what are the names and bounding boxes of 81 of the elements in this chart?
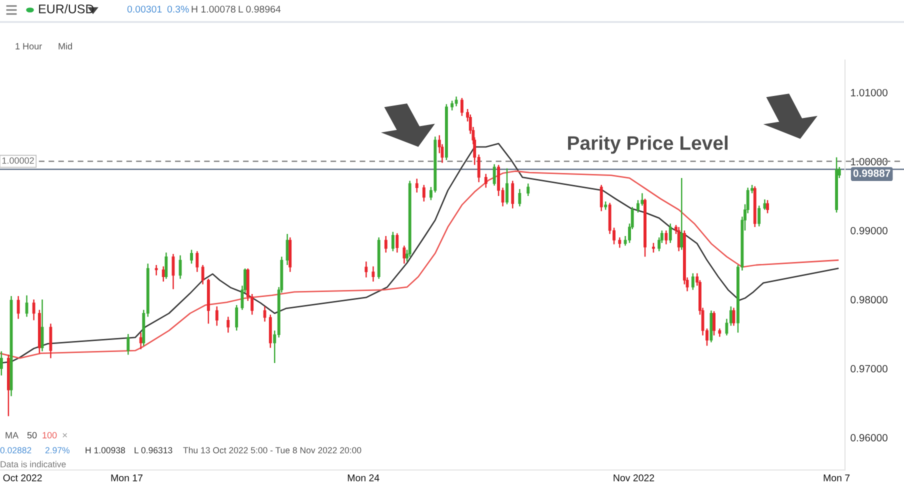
candlestick xyxy=(201,264,204,285)
y-tick-label: 0.96000 xyxy=(850,434,888,442)
candlestick xyxy=(460,97,464,117)
text: 1 Hour xyxy=(16,43,42,50)
candlestick xyxy=(506,168,508,205)
candlestick xyxy=(691,272,694,290)
candlestick xyxy=(235,304,238,332)
annotation: Thu 13 Oct 2022 5:00 - Tue 8 Nov 2022 20:00 xyxy=(183,446,362,454)
candlestick xyxy=(600,184,603,212)
chart-title: EUR/USD xyxy=(39,4,94,14)
candlestick xyxy=(226,316,230,334)
annotation: Parity Price Level xyxy=(568,136,728,154)
text: 0.00301 xyxy=(127,6,162,13)
candlestick xyxy=(492,164,496,186)
x-tick-label: Oct 2022 xyxy=(3,474,42,482)
x-tick-label: Nov 2022 xyxy=(614,474,654,482)
candlestick xyxy=(763,198,766,210)
candlestick xyxy=(518,188,522,207)
candlestick xyxy=(164,252,168,280)
candlestick xyxy=(677,226,680,252)
candlestick xyxy=(526,182,530,197)
x-tick-label: Mon 17 xyxy=(111,474,142,482)
text: L 0.98964 xyxy=(238,6,281,13)
text: 0.3% xyxy=(167,6,189,13)
candlestick xyxy=(484,173,488,188)
candlestick xyxy=(396,232,399,254)
y-tick-label: 1.01000 xyxy=(851,88,888,96)
candlestick xyxy=(618,236,622,248)
candlestick xyxy=(172,253,175,290)
annotation: 2.97% xyxy=(45,447,70,454)
candlestick xyxy=(636,199,640,214)
candlestick xyxy=(415,178,418,194)
candlestick xyxy=(758,205,761,227)
candlestick xyxy=(712,310,716,336)
annotation: 0.02882 xyxy=(0,447,32,454)
ref-line-label: 1.00002 xyxy=(2,157,34,164)
candlestick xyxy=(0,350,3,376)
candlestick xyxy=(49,323,52,359)
candlestick xyxy=(215,306,218,326)
candlestick xyxy=(422,184,426,202)
candlestick xyxy=(263,306,266,322)
annotation: H 1.00938 xyxy=(86,447,125,454)
annotation: L 0.96313 xyxy=(134,447,172,454)
candlestick xyxy=(680,177,684,250)
candlestick xyxy=(766,199,770,214)
candlestick xyxy=(402,245,406,264)
candlestick xyxy=(732,307,736,326)
candlestick xyxy=(450,100,454,112)
x-tick-label: Mon 24 xyxy=(348,474,380,482)
candlestick xyxy=(364,260,368,278)
candlestick xyxy=(32,298,36,321)
y-tick-label: 0.98000 xyxy=(850,296,888,304)
candlestick xyxy=(139,332,142,350)
annotation: Data is indicative xyxy=(0,460,66,468)
candlestick xyxy=(25,294,28,318)
annotation: MA xyxy=(6,432,19,438)
y-tick-label: 0.97000 xyxy=(850,365,888,372)
candlestick xyxy=(640,192,644,206)
candlestick xyxy=(16,295,20,320)
ref-line-label: 0.99887 xyxy=(853,170,890,177)
candlestick xyxy=(664,230,668,245)
candlestick xyxy=(668,222,672,244)
candlestick xyxy=(126,333,130,356)
candlestick xyxy=(384,235,388,254)
candlestick xyxy=(196,250,199,273)
candlestick xyxy=(391,231,394,252)
candlestick xyxy=(511,180,514,210)
text: Mid xyxy=(58,42,72,50)
candlestick xyxy=(454,96,458,107)
candlestick xyxy=(652,242,655,254)
candlestick xyxy=(154,264,158,276)
candlestick xyxy=(40,298,44,352)
text: 50 xyxy=(27,432,37,438)
y-tick-label: 0.99000 xyxy=(850,226,888,234)
candlestick xyxy=(190,249,193,264)
text: 100 xyxy=(42,432,57,438)
candlestick xyxy=(372,266,375,282)
candlestick xyxy=(178,254,182,280)
annotation: × xyxy=(62,433,68,438)
text: H 1.00078 xyxy=(192,6,236,13)
x-tick-label: Mon 7 xyxy=(824,474,850,482)
